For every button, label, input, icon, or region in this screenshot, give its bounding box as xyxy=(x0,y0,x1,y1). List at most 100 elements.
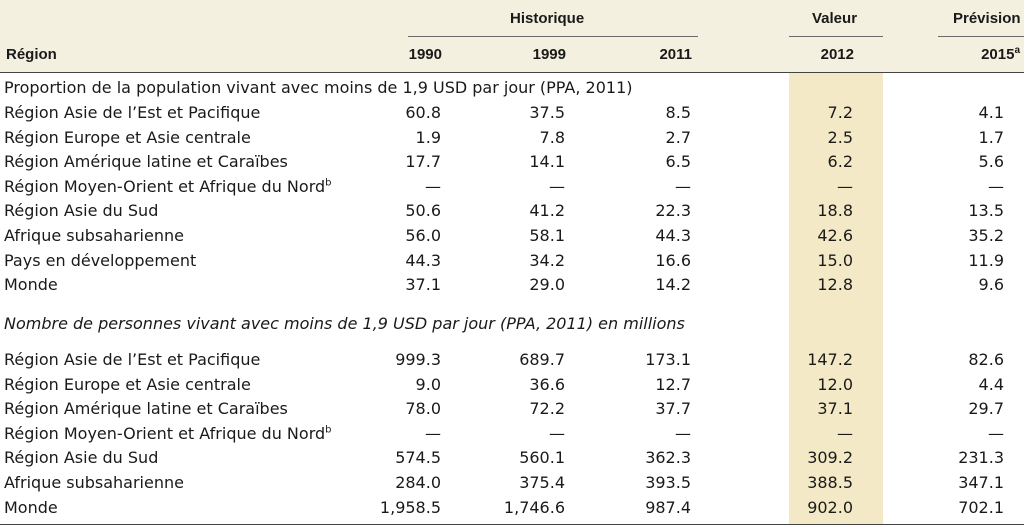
cell-2012: — xyxy=(837,176,853,196)
cell-2011: 2.7 xyxy=(665,127,691,147)
cell-2012: 902.0 xyxy=(807,497,853,517)
cell-1999: 29.0 xyxy=(529,275,565,295)
cell-2011: 6.5 xyxy=(665,152,691,172)
cell-1990: 17.7 xyxy=(405,152,441,172)
group-rule-prevision xyxy=(938,36,1024,37)
cell-1999: 41.2 xyxy=(529,201,565,221)
column-header-1999: 1999 xyxy=(532,46,566,63)
cell-1999: 560.1 xyxy=(519,448,565,468)
footnote-marker-b: b xyxy=(325,177,332,189)
cell-2011: — xyxy=(675,423,691,443)
cell-1990: 574.5 xyxy=(395,448,441,468)
cell-2011: 12.7 xyxy=(655,374,691,394)
cell-1990: 1.9 xyxy=(415,127,441,147)
row-label: Afrique subsaharienne xyxy=(4,473,184,492)
table-row: Région Asie du Sud 50.6 41.2 22.3 18.8 13.5 xyxy=(0,199,1024,223)
cell-2011: 393.5 xyxy=(645,473,691,492)
cell-2015: 702.1 xyxy=(958,497,1004,517)
footnote-marker-b: b xyxy=(325,424,332,436)
table-row: Région Asie de l’Est et Pacifique 60.8 37.… xyxy=(0,101,1024,125)
cell-2015: 29.7 xyxy=(968,399,1004,419)
row-label: Pays en développement xyxy=(4,250,197,270)
row-label: Région Asie de l’Est et Pacifique xyxy=(4,103,261,122)
cell-2015: 9.6 xyxy=(978,275,1004,295)
cell-2015: — xyxy=(988,423,1004,443)
cell-2015: 347.1 xyxy=(958,473,1004,492)
column-header-region: Région xyxy=(6,46,57,63)
cell-1990: 37.1 xyxy=(405,275,441,295)
cell-1999: 72.2 xyxy=(529,399,565,419)
cell-2012: 37.1 xyxy=(817,399,853,419)
cell-1999: 58.1 xyxy=(529,226,565,245)
table-row: Région Europe et Asie centrale 1.9 7.8 2.7 2… xyxy=(0,126,1024,150)
highlight-column-2012 xyxy=(789,72,883,524)
table-row: Région Amérique latine et Caraïbes 17.7 14… xyxy=(0,150,1024,174)
row-label: Région Asie de l’Est et Pacifique xyxy=(4,350,261,369)
cell-1990: 284.0 xyxy=(395,473,441,492)
row-label: Région Europe et Asie centrale xyxy=(4,374,251,394)
table-row: Région Europe et Asie centrale 9.0 36.6 12.… xyxy=(0,373,1024,397)
cell-1990: 60.8 xyxy=(405,103,441,122)
group-header-prevision: Prévision xyxy=(953,10,1021,27)
table-bottom-rule xyxy=(0,524,1024,525)
cell-2012: 15.0 xyxy=(817,250,853,270)
cell-2011: 14.2 xyxy=(655,275,691,295)
row-label: Région Asie du Sud xyxy=(4,448,159,468)
table-row: Monde 37.1 29.0 14.2 12.8 9.6 xyxy=(0,273,1024,297)
cell-2011: 37.7 xyxy=(655,399,691,419)
cell-2011: 173.1 xyxy=(645,350,691,369)
cell-1990: 44.3 xyxy=(405,250,441,270)
row-label: Région Amérique latine et Caraïbes xyxy=(4,152,288,172)
cell-2015: 82.6 xyxy=(968,350,1004,369)
cell-1999: 34.2 xyxy=(529,250,565,270)
cell-1999: 375.4 xyxy=(519,473,565,492)
cell-2015: 231.3 xyxy=(958,448,1004,468)
cell-2012: 2.5 xyxy=(827,127,853,147)
cell-2012: 42.6 xyxy=(817,226,853,245)
cell-1990: — xyxy=(425,176,441,196)
cell-2015: 13.5 xyxy=(968,201,1004,221)
cell-2011: 8.5 xyxy=(665,103,691,122)
cell-2011: — xyxy=(675,176,691,196)
table-row: Région Asie du Sud 574.5 560.1 362.3 309.2 23… xyxy=(0,446,1024,470)
column-header-2015: 2015a xyxy=(981,45,1020,64)
cell-1990: 9.0 xyxy=(415,374,441,394)
cell-2015: — xyxy=(988,176,1004,196)
cell-2012: 12.0 xyxy=(817,374,853,394)
cell-2011: 44.3 xyxy=(655,226,691,245)
cell-2011: 362.3 xyxy=(645,448,691,468)
row-label: Région Amérique latine et Caraïbes xyxy=(4,399,288,419)
cell-1990: 999.3 xyxy=(395,350,441,369)
cell-2015: 1.7 xyxy=(978,127,1004,147)
row-label: Monde xyxy=(4,275,58,295)
table-row: Région Asie de l’Est et Pacifique 999.3 68… xyxy=(0,348,1024,372)
row-label: Monde xyxy=(4,497,58,517)
table-row: Afrique subsaharienne 284.0 375.4 393.5 388.… xyxy=(0,471,1024,495)
group-rule-valeur xyxy=(789,36,883,37)
cell-2012: 388.5 xyxy=(807,473,853,492)
cell-1990: 50.6 xyxy=(405,201,441,221)
column-header-1990: 1990 xyxy=(408,46,442,63)
header-rule xyxy=(0,72,1024,73)
cell-2012: 12.8 xyxy=(817,275,853,295)
cell-1999: 36.6 xyxy=(529,374,565,394)
row-label: Région Moyen-Orient et Afrique du Nordb xyxy=(4,176,332,196)
cell-1990: 1,958.5 xyxy=(379,497,441,517)
cell-2015: 4.4 xyxy=(978,374,1004,394)
cell-1990: 78.0 xyxy=(405,399,441,419)
cell-1999: 1,746.6 xyxy=(503,497,565,517)
cell-2015: 4.1 xyxy=(978,103,1004,122)
table-row: Monde 1,958.5 1,746.6 987.4 902.0 702.1 xyxy=(0,496,1024,520)
cell-2012: 18.8 xyxy=(817,201,853,221)
cell-1999: 37.5 xyxy=(529,103,565,122)
table-row: Région Amérique latine et Caraïbes 78.0 72… xyxy=(0,397,1024,421)
table-row: Région Moyen-Orient et Afrique du Nordb —… xyxy=(0,175,1024,199)
section-title-nombre: Nombre de personnes vivant avec moins de… xyxy=(4,314,685,333)
cell-2011: 16.6 xyxy=(655,250,691,270)
cell-1999: 14.1 xyxy=(529,152,565,172)
table-row: Région Moyen-Orient et Afrique du Nordb —… xyxy=(0,422,1024,446)
column-header-2011: 2011 xyxy=(659,46,692,63)
column-header-2012: 2012 xyxy=(820,46,854,63)
cell-2011: 22.3 xyxy=(655,201,691,221)
row-label: Région Asie du Sud xyxy=(4,201,159,221)
